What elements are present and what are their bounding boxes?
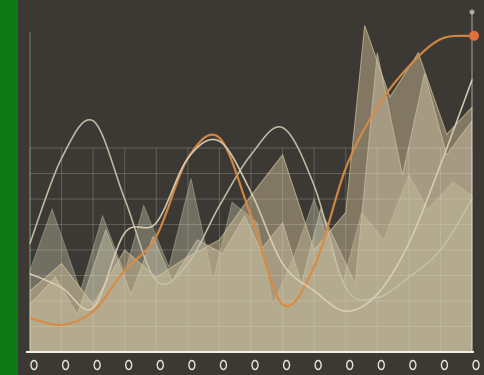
x-tick-mark — [93, 359, 101, 371]
end-markers — [469, 30, 479, 41]
green-side-bar — [0, 0, 18, 375]
x-tick-mark — [61, 359, 70, 371]
x-tick-mark — [409, 359, 417, 371]
x-tick-mark — [251, 359, 259, 371]
area-series-2 — [29, 52, 473, 353]
line-series-1 — [29, 118, 473, 301]
axes — [26, 9, 475, 353]
x-tick-mark — [314, 359, 322, 371]
x-tick-mark — [30, 359, 38, 371]
area-series-3 — [29, 25, 473, 353]
x-tick-mark — [282, 359, 291, 371]
x-tick-mark — [472, 359, 480, 371]
x-tick-mark — [346, 359, 354, 371]
x-axis-ticks — [30, 359, 480, 371]
x-tick-mark — [188, 359, 196, 371]
line-series-2 — [28, 34, 474, 326]
x-tick-mark — [377, 359, 385, 371]
line-series-3 — [29, 79, 473, 313]
line-series — [28, 34, 474, 326]
x-tick-mark — [125, 359, 133, 371]
x-tick-mark — [440, 359, 449, 371]
axis-top-cap — [469, 9, 475, 15]
end-point-marker — [469, 30, 479, 41]
x-tick-mark — [219, 359, 228, 371]
x-tick-mark — [156, 359, 164, 371]
